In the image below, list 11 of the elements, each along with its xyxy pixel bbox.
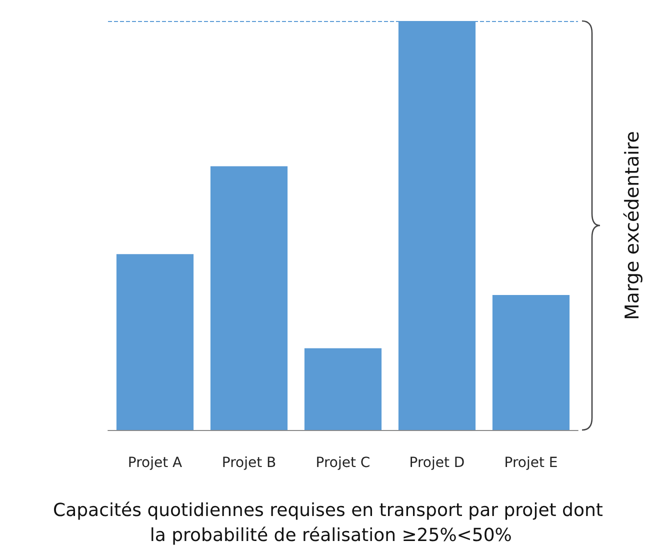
bar [492, 295, 570, 430]
x-tick-label: Projet D [409, 455, 465, 471]
bar [116, 254, 194, 430]
x-tick-label: Projet A [128, 455, 183, 471]
x-tick-label: Projet B [222, 455, 276, 471]
text: Marge excédentaire [622, 131, 644, 320]
bar [210, 166, 288, 430]
x-tick-label: Projet C [316, 455, 370, 471]
x-axis-title: Capacités quotidiennes requises en transport par projet dont la probabilité de réalisation ≥25%<50% [53, 500, 603, 546]
x-tick-label: Projet E [504, 455, 558, 471]
bar [304, 348, 382, 430]
